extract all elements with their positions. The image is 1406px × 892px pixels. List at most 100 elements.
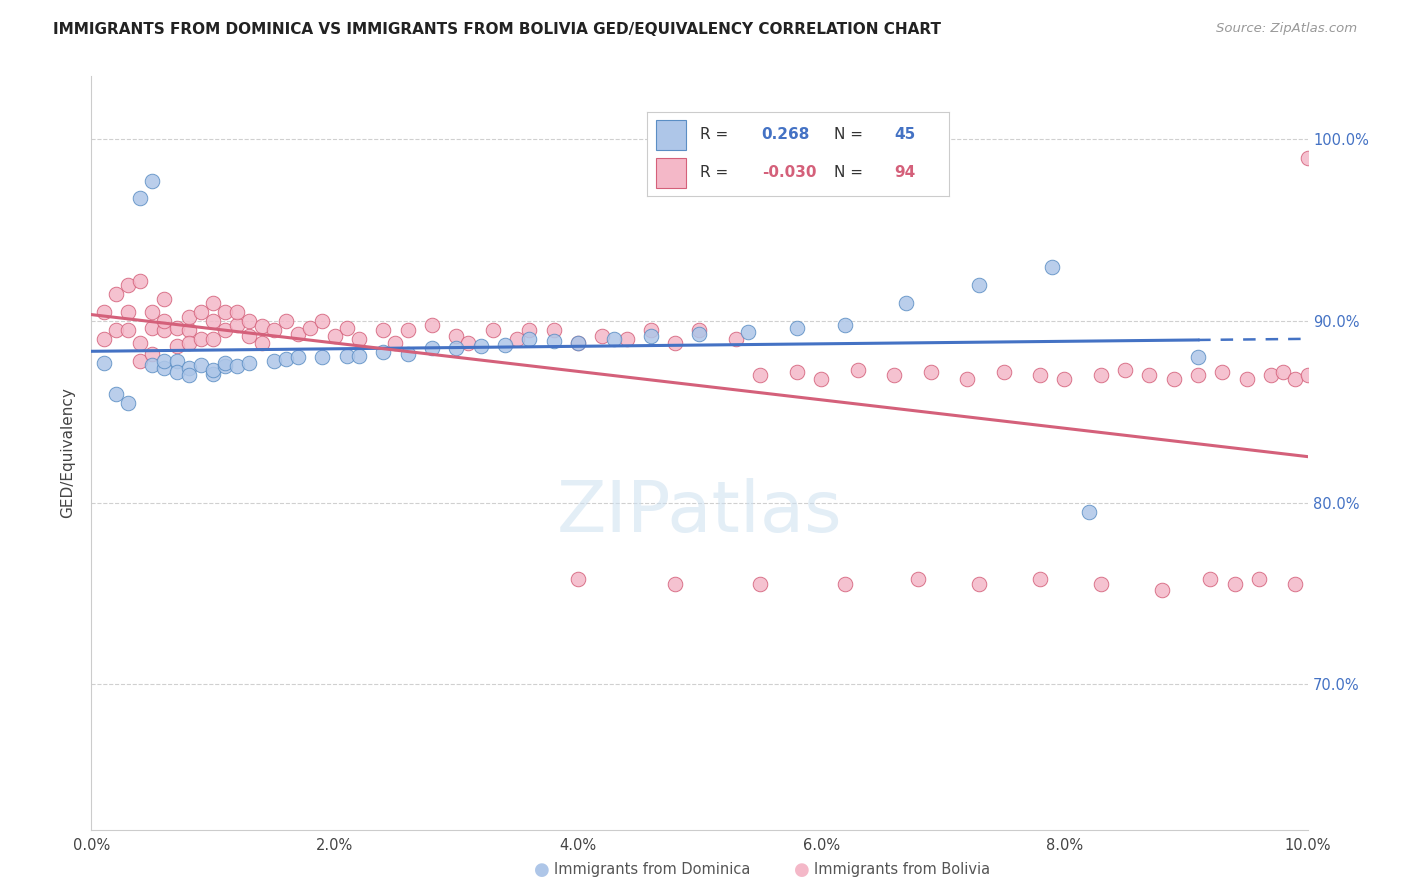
Point [567, 335, 589, 350]
Point [214, 356, 236, 370]
Point [506, 332, 529, 346]
Text: N =: N = [834, 165, 863, 180]
Text: ●: ● [534, 861, 550, 879]
Point [834, 318, 856, 332]
Point [129, 190, 152, 204]
Text: Immigrants from Dominica: Immigrants from Dominica [554, 863, 751, 877]
Point [457, 335, 479, 350]
Point [786, 365, 808, 379]
Point [1114, 363, 1136, 377]
Point [177, 323, 200, 337]
Point [336, 321, 359, 335]
Point [141, 347, 163, 361]
Point [226, 359, 249, 374]
Point [920, 365, 942, 379]
Point [1284, 372, 1306, 386]
Point [202, 296, 225, 310]
Text: ●: ● [794, 861, 810, 879]
Point [141, 358, 163, 372]
FancyBboxPatch shape [655, 120, 686, 150]
Point [226, 305, 249, 319]
Point [104, 386, 127, 401]
Point [603, 332, 626, 346]
Point [202, 332, 225, 346]
Point [214, 305, 236, 319]
Text: 45: 45 [894, 127, 915, 142]
Point [202, 314, 225, 328]
Point [287, 351, 309, 365]
Point [153, 314, 176, 328]
Point [883, 368, 905, 383]
Point [591, 328, 613, 343]
Point [616, 332, 638, 346]
Point [141, 174, 163, 188]
Point [166, 339, 188, 353]
Text: 0.268: 0.268 [762, 127, 810, 142]
Point [311, 351, 333, 365]
Point [202, 363, 225, 377]
Point [117, 323, 139, 337]
Point [1053, 372, 1076, 386]
Point [724, 332, 747, 346]
Point [153, 354, 176, 368]
Point [470, 339, 492, 353]
Text: IMMIGRANTS FROM DOMINICA VS IMMIGRANTS FROM BOLIVIA GED/EQUIVALENCY CORRELATION : IMMIGRANTS FROM DOMINICA VS IMMIGRANTS F… [53, 22, 942, 37]
Point [956, 372, 979, 386]
Point [238, 314, 260, 328]
Text: R =: R = [700, 127, 728, 142]
Point [1236, 372, 1258, 386]
Text: N =: N = [834, 127, 863, 142]
Point [190, 332, 212, 346]
Point [567, 335, 589, 350]
Point [202, 367, 225, 381]
Point [1163, 372, 1185, 386]
Point [786, 321, 808, 335]
Point [226, 318, 249, 332]
Point [1029, 368, 1052, 383]
Point [481, 323, 503, 337]
Point [444, 341, 467, 355]
Point [1090, 577, 1112, 591]
Point [238, 356, 260, 370]
Point [1150, 582, 1173, 597]
Point [396, 323, 419, 337]
Point [177, 361, 200, 376]
Point [567, 572, 589, 586]
Point [688, 326, 710, 341]
Point [190, 358, 212, 372]
Point [749, 368, 772, 383]
Point [1284, 577, 1306, 591]
Point [153, 323, 176, 337]
Point [1260, 368, 1282, 383]
Point [688, 323, 710, 337]
Point [1296, 368, 1319, 383]
Point [153, 361, 176, 376]
Point [93, 305, 115, 319]
Point [396, 347, 419, 361]
Point [274, 314, 297, 328]
Point [166, 354, 188, 368]
Point [517, 323, 540, 337]
Point [177, 368, 200, 383]
Point [420, 318, 443, 332]
Point [1090, 368, 1112, 383]
Point [274, 352, 297, 367]
Point [1187, 368, 1209, 383]
Point [749, 577, 772, 591]
Point [263, 354, 285, 368]
Point [517, 332, 540, 346]
Point [1187, 351, 1209, 365]
Point [543, 334, 565, 348]
Point [214, 359, 236, 374]
Point [177, 310, 200, 325]
Point [1077, 505, 1099, 519]
Point [810, 372, 832, 386]
Point [444, 328, 467, 343]
Point [664, 577, 686, 591]
Point [250, 335, 273, 350]
Point [993, 365, 1015, 379]
Point [117, 277, 139, 292]
Text: 94: 94 [894, 165, 915, 180]
Point [664, 335, 686, 350]
Point [323, 328, 346, 343]
